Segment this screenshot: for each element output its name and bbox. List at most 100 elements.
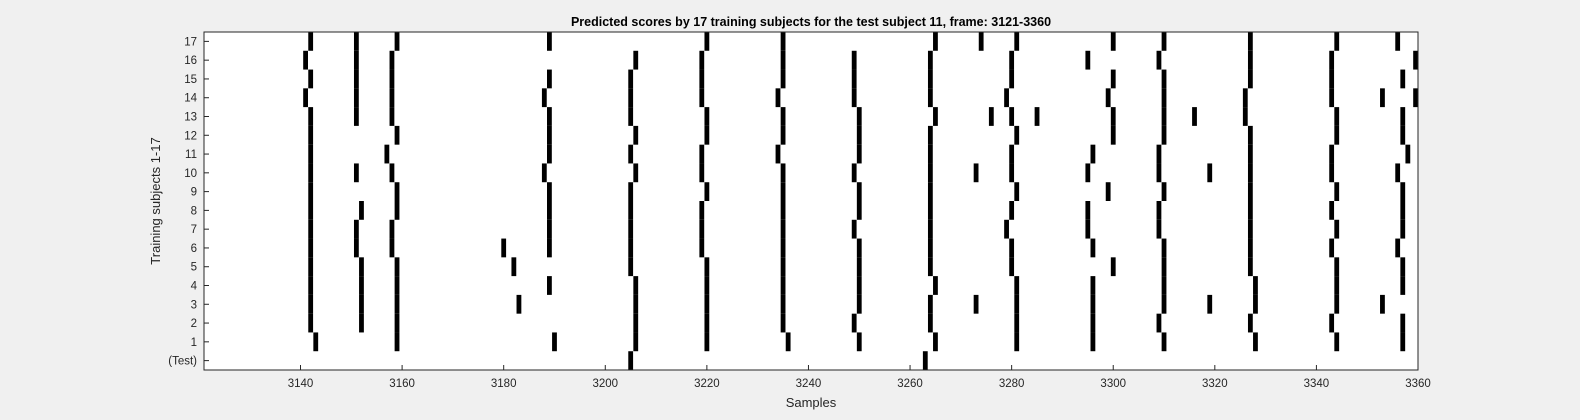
event-mark-row-9-7 bbox=[927, 182, 933, 201]
y-tick-label-13: 13 bbox=[184, 112, 197, 124]
event-mark-row-2-9 bbox=[1090, 313, 1096, 333]
event-mark-row-9-1 bbox=[394, 182, 400, 201]
y-tick-label-16: 16 bbox=[184, 55, 197, 67]
event-mark-row-6-12 bbox=[1161, 238, 1167, 258]
event-mark-row-14-4 bbox=[628, 88, 634, 108]
event-mark-row-6-13 bbox=[1247, 238, 1253, 258]
event-mark-row-2-7 bbox=[927, 313, 933, 333]
event-mark-row-14-15 bbox=[1413, 88, 1418, 108]
event-mark-row-12-12 bbox=[1334, 125, 1340, 145]
event-mark-row-11-9 bbox=[1090, 144, 1096, 164]
event-mark-row-14-12 bbox=[1242, 88, 1248, 108]
chart-title: Predicted scores by 17 training subjects… bbox=[571, 15, 1051, 29]
event-mark-row-4-5 bbox=[704, 276, 710, 295]
event-mark-row-4-13 bbox=[1334, 276, 1340, 295]
event-mark-row-6-5 bbox=[628, 238, 634, 258]
event-mark-row-15-9 bbox=[1009, 69, 1015, 89]
event-mark-row-7-4 bbox=[628, 219, 634, 239]
event-mark-row-7-10 bbox=[1085, 219, 1091, 239]
x-tick-label-5: 3240 bbox=[796, 378, 822, 390]
event-mark-row-17-6 bbox=[933, 32, 938, 51]
event-mark-row-5-7 bbox=[856, 257, 862, 277]
x-tick-label-0: 3140 bbox=[288, 378, 314, 390]
event-mark-row-3-6 bbox=[780, 294, 786, 314]
event-mark-row-7-12 bbox=[1247, 219, 1253, 239]
event-mark-row-7-1 bbox=[353, 219, 359, 239]
event-mark-row-11-11 bbox=[1247, 144, 1253, 164]
event-mark-row-13-13 bbox=[1161, 107, 1167, 126]
event-mark-row-3-12 bbox=[1161, 294, 1167, 314]
event-mark-row-17-8 bbox=[1014, 32, 1020, 51]
event-mark-row-5-11 bbox=[1161, 257, 1167, 277]
event-mark-row-3-10 bbox=[1014, 294, 1020, 314]
event-mark-row-6-14 bbox=[1329, 238, 1335, 258]
event-mark-row-3-8 bbox=[927, 294, 933, 314]
event-mark-row-8-8 bbox=[927, 201, 933, 220]
y-tick-label-7: 7 bbox=[191, 224, 197, 236]
event-mark-row-7-2 bbox=[389, 219, 395, 239]
event-mark-row-1-1 bbox=[394, 332, 400, 352]
event-mark-row-16-4 bbox=[699, 50, 705, 70]
event-mark-row-13-11 bbox=[1034, 107, 1040, 126]
event-mark-row-1-4 bbox=[704, 332, 710, 352]
event-mark-row-5-13 bbox=[1334, 257, 1340, 277]
event-mark-row-6-2 bbox=[389, 238, 395, 258]
x-tick-label-8: 3300 bbox=[1100, 378, 1126, 390]
event-mark-row-10-3 bbox=[541, 163, 547, 183]
y-tick-label-6: 6 bbox=[191, 243, 197, 255]
event-mark-row-15-13 bbox=[1329, 69, 1335, 89]
event-mark-row-5-3 bbox=[511, 257, 517, 277]
event-mark-row-5-5 bbox=[704, 257, 710, 277]
event-mark-row-2-6 bbox=[851, 313, 857, 333]
event-mark-row-14-3 bbox=[541, 88, 547, 108]
x-tick-label-10: 3340 bbox=[1304, 378, 1330, 390]
event-mark-row-6-1 bbox=[353, 238, 359, 258]
event-mark-row-16-5 bbox=[780, 50, 786, 70]
y-tick-label-8: 8 bbox=[191, 205, 197, 217]
y-tick-label-0: (Test) bbox=[168, 356, 197, 368]
event-mark-row-12-0 bbox=[308, 125, 314, 145]
event-mark-row-17-0 bbox=[308, 32, 314, 51]
event-mark-row-8-7 bbox=[856, 201, 862, 220]
event-mark-row-9-11 bbox=[1247, 182, 1253, 201]
event-mark-row-2-10 bbox=[1156, 313, 1162, 333]
event-mark-row-12-2 bbox=[547, 125, 552, 145]
event-mark-row-10-16 bbox=[1395, 163, 1401, 183]
event-mark-row-3-7 bbox=[856, 294, 862, 314]
event-mark-row-8-1 bbox=[359, 201, 364, 220]
event-mark-row-3-15 bbox=[1334, 294, 1340, 314]
event-mark-row-15-5 bbox=[699, 69, 705, 89]
event-mark-row-15-10 bbox=[1110, 69, 1116, 89]
event-mark-row-13-14 bbox=[1192, 107, 1197, 126]
y-tick-label-12: 12 bbox=[184, 130, 197, 142]
event-mark-row-11-5 bbox=[775, 144, 781, 164]
event-mark-row-8-5 bbox=[699, 201, 705, 220]
y-tick-label-14: 14 bbox=[184, 93, 197, 105]
event-mark-row-12-8 bbox=[1014, 125, 1020, 145]
event-mark-row-6-0 bbox=[308, 238, 314, 258]
y-tick-label-15: 15 bbox=[184, 74, 197, 86]
event-mark-row-2-2 bbox=[394, 313, 400, 333]
event-mark-row-6-3 bbox=[501, 238, 507, 258]
event-mark-row-3-16 bbox=[1380, 294, 1385, 314]
event-mark-row-2-8 bbox=[1014, 313, 1020, 333]
event-mark-row-4-6 bbox=[780, 276, 786, 295]
event-mark-row-3-9 bbox=[973, 294, 979, 314]
event-mark-row-13-8 bbox=[933, 107, 938, 126]
event-mark-row-13-15 bbox=[1242, 107, 1248, 126]
event-mark-row-13-9 bbox=[988, 107, 994, 126]
event-mark-row-14-7 bbox=[851, 88, 857, 108]
event-mark-row-11-1 bbox=[384, 144, 390, 164]
event-mark-row-3-0 bbox=[308, 294, 314, 314]
event-mark-row-10-6 bbox=[780, 163, 786, 183]
event-mark-row-8-3 bbox=[547, 201, 552, 220]
event-mark-row-1-11 bbox=[1253, 332, 1258, 352]
event-mark-row-1-3 bbox=[633, 332, 639, 352]
event-mark-row-5-14 bbox=[1400, 257, 1406, 277]
event-mark-row-13-10 bbox=[1009, 107, 1015, 126]
y-tick-label-1: 1 bbox=[191, 337, 197, 349]
x-tick-label-1: 3160 bbox=[389, 378, 415, 390]
event-mark-row-8-11 bbox=[1156, 201, 1162, 220]
event-mark-row-10-4 bbox=[633, 163, 639, 183]
